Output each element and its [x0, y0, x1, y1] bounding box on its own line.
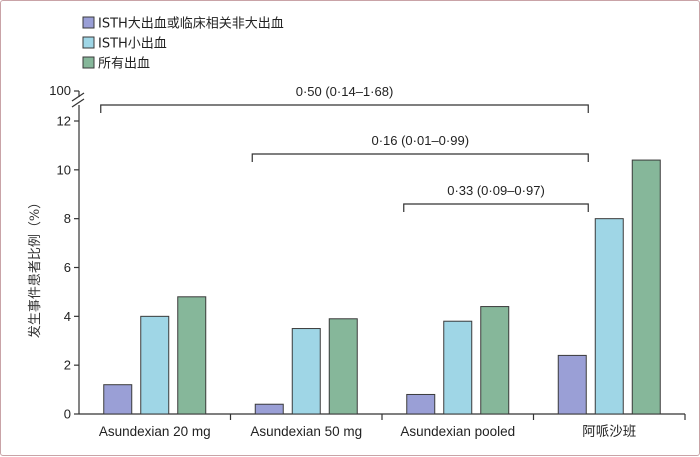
y-tick-label: 12: [57, 114, 71, 129]
bar: [103, 384, 133, 415]
bar: [291, 328, 321, 415]
x-tick-label: Asundexian pooled: [400, 424, 515, 439]
comparison-label: 0·33 (0·09–0·97): [447, 183, 545, 198]
x-tick-label: Asundexian 20 mg: [99, 424, 211, 439]
axes: 100 0 2 4 6 8 10 12 Asundexian 20 mg Asundexian 5…: [49, 83, 686, 439]
bar: [177, 296, 207, 415]
axis-break-mark: [71, 92, 85, 102]
comparison-bracket: [251, 153, 589, 162]
y-tick-label: 0: [64, 407, 71, 422]
legend-label: 所有出血: [98, 57, 150, 72]
bar: [594, 218, 624, 415]
y-tick-label-break: 100: [49, 83, 71, 98]
annotations: 0·50 (0·14–1·68) 0·16 (0·01–0·99) 0·33 (0·…: [100, 84, 589, 212]
bar: [557, 354, 587, 415]
bar: [480, 306, 510, 415]
comparison-label: 0·50 (0·14–1·68): [296, 84, 394, 99]
bar: [631, 159, 661, 415]
y-tick-label: 4: [64, 309, 71, 324]
bar: [254, 403, 284, 415]
bar: [140, 315, 170, 415]
y-tick-label: 2: [64, 358, 71, 373]
bar: [328, 318, 358, 415]
legend-swatch: [82, 16, 95, 29]
comparison-bracket: [403, 203, 589, 212]
bar: [406, 393, 436, 415]
x-tick-label: 阿哌沙班: [582, 423, 636, 439]
legend-swatch: [82, 56, 95, 69]
y-tick-label: 8: [64, 211, 71, 226]
legend-label: ISTH大出血或临床相关非大出血: [98, 17, 284, 32]
legend-label: ISTH小出血: [98, 37, 167, 52]
y-tick-label: 10: [57, 162, 71, 177]
bars: [103, 159, 661, 415]
y-tick-label: 6: [64, 260, 71, 275]
axis-break-mark: [71, 98, 85, 108]
bar: [443, 320, 473, 415]
y-axis-label: 发生事件患者比例（%）: [27, 196, 43, 338]
comparison-label: 0·16 (0·01–0·99): [371, 133, 469, 148]
comparison-bracket: [100, 104, 589, 113]
x-tick-label: Asundexian 50 mg: [250, 424, 362, 439]
legend-swatch: [82, 36, 95, 49]
